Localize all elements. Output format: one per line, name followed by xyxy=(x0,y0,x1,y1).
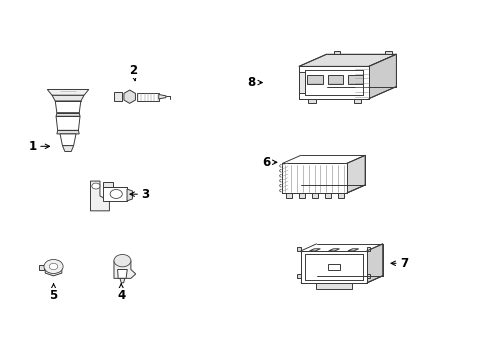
Polygon shape xyxy=(127,189,132,201)
Polygon shape xyxy=(366,247,370,251)
Polygon shape xyxy=(299,72,304,93)
Polygon shape xyxy=(385,51,391,54)
Bar xyxy=(347,75,363,84)
Polygon shape xyxy=(333,51,340,54)
Bar xyxy=(311,193,317,198)
Polygon shape xyxy=(282,163,346,193)
Bar xyxy=(337,193,343,198)
Circle shape xyxy=(49,264,58,270)
Polygon shape xyxy=(120,278,124,283)
Polygon shape xyxy=(60,134,76,145)
Circle shape xyxy=(44,260,63,274)
Text: 3: 3 xyxy=(130,188,149,201)
Bar xyxy=(285,193,291,198)
Polygon shape xyxy=(55,101,81,113)
Polygon shape xyxy=(56,116,80,130)
Polygon shape xyxy=(368,54,396,99)
Polygon shape xyxy=(282,185,365,193)
Polygon shape xyxy=(159,94,165,99)
Polygon shape xyxy=(57,130,79,134)
Polygon shape xyxy=(90,181,109,211)
Text: 1: 1 xyxy=(29,140,49,153)
Text: 5: 5 xyxy=(49,284,58,302)
Polygon shape xyxy=(137,93,159,101)
Polygon shape xyxy=(299,66,368,99)
Bar xyxy=(327,75,342,84)
Polygon shape xyxy=(366,244,382,283)
Text: 8: 8 xyxy=(247,76,262,89)
Polygon shape xyxy=(114,261,136,278)
Polygon shape xyxy=(47,90,89,95)
Polygon shape xyxy=(315,283,351,289)
Polygon shape xyxy=(39,265,44,270)
Bar xyxy=(299,193,305,198)
Polygon shape xyxy=(328,249,339,251)
Text: 7: 7 xyxy=(390,257,407,270)
Polygon shape xyxy=(299,54,396,66)
Polygon shape xyxy=(300,276,382,283)
Polygon shape xyxy=(45,265,61,276)
Polygon shape xyxy=(300,251,366,283)
Polygon shape xyxy=(309,249,320,251)
Bar xyxy=(327,264,339,270)
Circle shape xyxy=(92,183,100,189)
Polygon shape xyxy=(346,155,365,193)
Circle shape xyxy=(110,189,122,198)
Text: 4: 4 xyxy=(117,284,125,302)
Polygon shape xyxy=(52,95,84,101)
Polygon shape xyxy=(114,92,122,101)
Polygon shape xyxy=(102,187,127,201)
Polygon shape xyxy=(353,99,361,103)
Bar xyxy=(307,75,322,84)
Polygon shape xyxy=(366,274,370,278)
Polygon shape xyxy=(62,145,74,152)
Circle shape xyxy=(114,255,131,267)
Polygon shape xyxy=(307,99,315,103)
Text: 6: 6 xyxy=(262,156,276,169)
Polygon shape xyxy=(297,247,300,251)
Polygon shape xyxy=(297,274,300,278)
Polygon shape xyxy=(117,270,127,278)
Polygon shape xyxy=(123,90,135,103)
Bar xyxy=(324,193,330,198)
Polygon shape xyxy=(56,113,80,116)
Polygon shape xyxy=(347,249,358,251)
Polygon shape xyxy=(102,182,113,187)
Text: 2: 2 xyxy=(129,64,137,81)
